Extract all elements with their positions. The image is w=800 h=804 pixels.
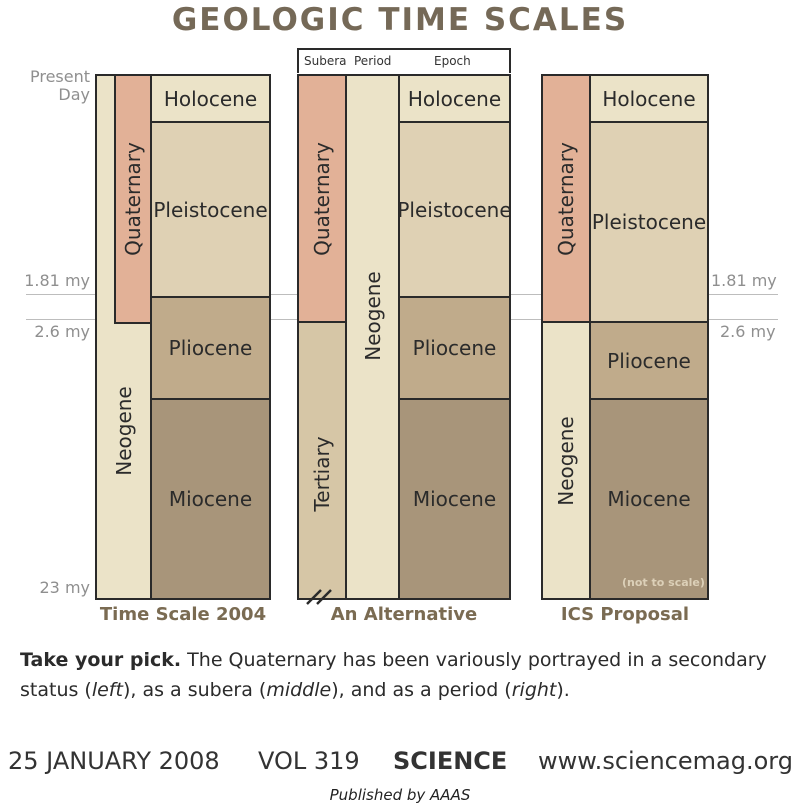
cell-holocene-right: Holocene — [589, 74, 709, 123]
caption-text-3: ), and as a period ( — [331, 679, 512, 701]
caption-alternative: An Alternative — [330, 604, 478, 625]
label-right-1-81: 1.81 my — [711, 271, 777, 290]
footer-url[interactable]: www.sciencemag.org — [538, 747, 793, 775]
cell-tertiary-middle: Tertiary — [297, 321, 347, 600]
figure-title: GEOLOGIC TIME SCALES — [171, 2, 629, 38]
caption-text-4: ). — [556, 679, 570, 701]
caption-middle: middle — [266, 679, 332, 701]
text-neogene-left: Neogene — [111, 386, 136, 476]
header-subera: Subera — [304, 54, 347, 68]
text-neogene-middle: Neogene — [360, 271, 385, 361]
caption-left: left — [91, 679, 123, 701]
text-tertiary-middle: Tertiary — [310, 436, 334, 512]
cell-pleistocene-right: Pleistocene — [589, 121, 709, 323]
cell-holocene-left: Holocene — [150, 74, 271, 123]
text-quaternary-left: Quaternary — [121, 142, 145, 256]
footer: 25 JANUARY 2008 VOL 319 SCIENCE www.scie… — [0, 745, 800, 781]
cell-miocene-middle: Miocene — [398, 398, 511, 600]
published-by: Published by AAAS — [329, 786, 471, 804]
footer-journal: SCIENCE — [393, 747, 508, 775]
column-time-scale-2004: Neogene Quaternary Holocene Pleistocene … — [95, 74, 271, 600]
label-left-23: 23 my — [39, 578, 91, 597]
label-present-day: Present Day — [29, 67, 90, 104]
cell-holocene-middle: Holocene — [398, 74, 511, 123]
column-alternative: Quaternary Tertiary Neogene Holocene Ple… — [297, 74, 512, 600]
cell-pleistocene-middle: Pleistocene — [397, 121, 512, 298]
break-mark-icon — [306, 589, 332, 605]
cell-quaternary-middle: Quaternary — [297, 74, 347, 323]
caption-time-scale-2004: Time Scale 2004 — [99, 604, 267, 625]
cell-miocene-right: Miocene — [589, 398, 709, 600]
caption-right: right — [511, 679, 557, 701]
label-right-2-6: 2.6 my — [720, 322, 776, 341]
cell-neogene-middle: Neogene — [345, 74, 400, 600]
label-left-1-81: 1.81 my — [24, 271, 90, 290]
cell-quaternary-left: Quaternary — [114, 74, 152, 324]
text-quaternary-right: Quaternary — [554, 141, 578, 256]
cell-pleistocene-left: Pleistocene — [150, 121, 271, 298]
column-ics-proposal: Quaternary Neogene Holocene Pleistocene … — [541, 74, 709, 600]
header-epoch: Epoch — [434, 54, 471, 68]
figure-caption: Take your pick. The Quaternary has been … — [20, 645, 790, 705]
text-neogene-right: Neogene — [554, 415, 578, 506]
footer-date: 25 JANUARY 2008 — [8, 747, 220, 775]
caption-lead: Take your pick. — [20, 649, 182, 671]
caption-ics-proposal: ICS Proposal — [560, 604, 690, 625]
cell-quaternary-right: Quaternary — [541, 74, 591, 323]
middle-header: Subera Period Epoch — [297, 48, 511, 73]
label-left-2-6: 2.6 my — [34, 322, 90, 341]
cell-pliocene-left: Pliocene — [150, 296, 271, 400]
cell-neogene-right: Neogene — [541, 321, 591, 600]
cell-pliocene-middle: Pliocene — [398, 296, 511, 400]
cell-miocene-left: Miocene — [150, 398, 271, 600]
footer-volume: VOL 319 — [258, 747, 360, 775]
caption-text-1: The Quaternary has been variously portra… — [20, 649, 767, 701]
caption-text-2: ), as a subera ( — [122, 679, 267, 701]
header-period: Period — [354, 54, 392, 68]
cell-pliocene-right: Pliocene — [589, 321, 709, 400]
not-to-scale-note: (not to scale) — [622, 576, 705, 589]
text-quaternary-middle: Quaternary — [310, 141, 334, 256]
